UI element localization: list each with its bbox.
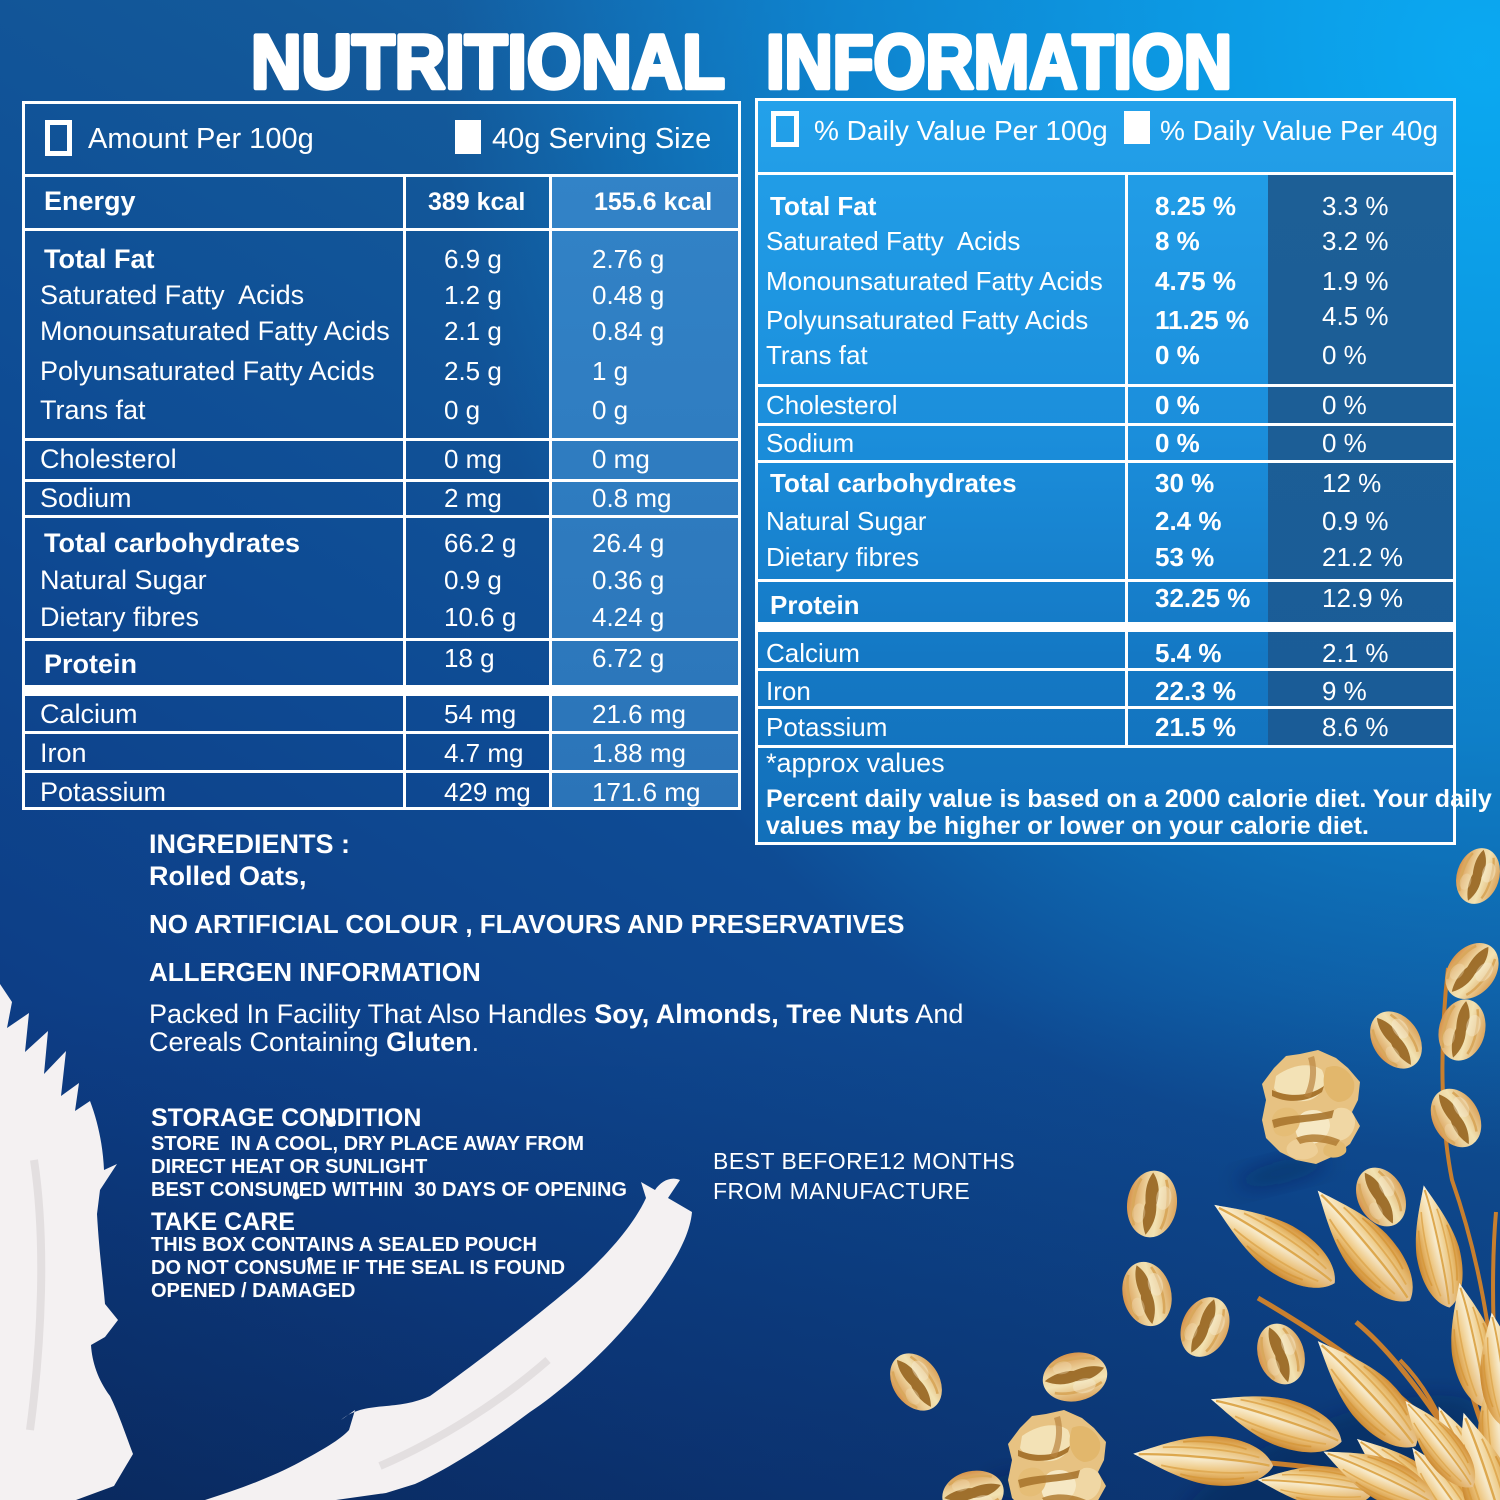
- svg-text:NUTRITIONAL: NUTRITIONAL: [251, 20, 725, 105]
- svg-text:INFORMATION: INFORMATION: [766, 20, 1232, 105]
